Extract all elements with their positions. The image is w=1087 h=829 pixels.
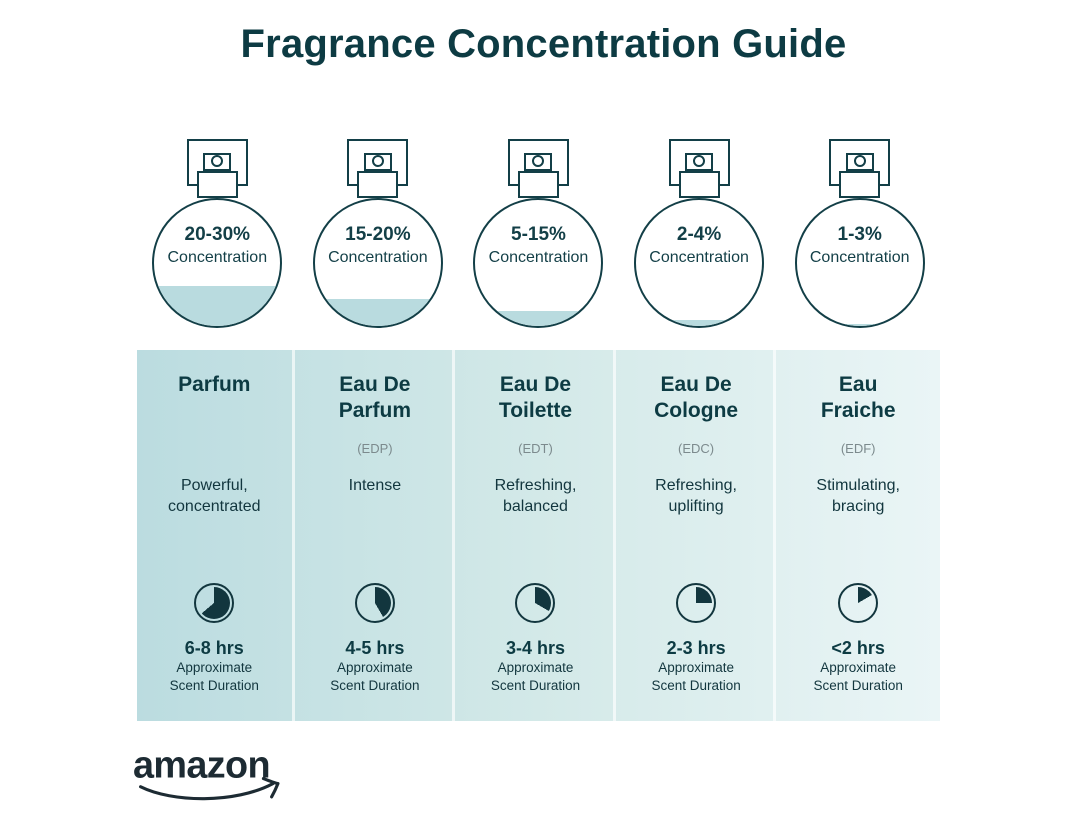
svg-text:amazon: amazon — [133, 744, 270, 786]
